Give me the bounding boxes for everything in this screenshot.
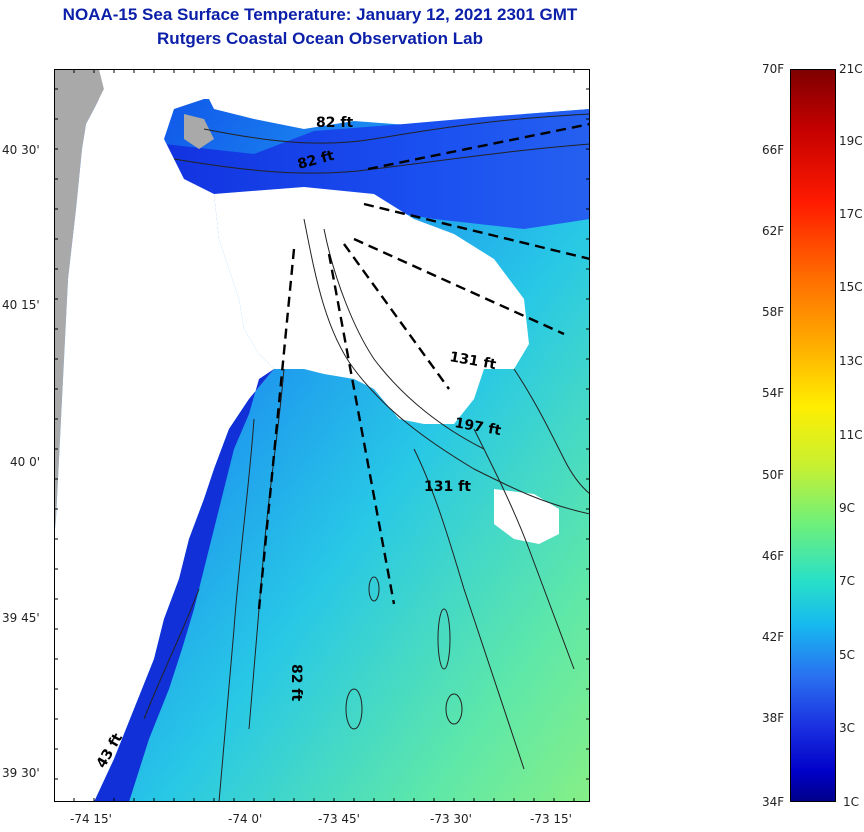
colorbar-c-label: 7C bbox=[839, 574, 856, 588]
temperature-colorbar bbox=[790, 69, 836, 802]
lon-label: -74 15' bbox=[70, 812, 112, 826]
colorbar-f-label: 46F bbox=[762, 549, 785, 563]
lat-label: 40 30' bbox=[2, 143, 40, 157]
map-title: NOAA-15 Sea Surface Temperature: January… bbox=[62, 5, 578, 24]
colorbar-c-label: 21C bbox=[839, 62, 863, 76]
colorbar-c-label: 5C bbox=[839, 648, 856, 662]
colorbar-f-label: 54F bbox=[762, 386, 785, 400]
depth-label: 82 ft bbox=[316, 115, 353, 131]
colorbar-c-label: 3C bbox=[839, 721, 856, 735]
colorbar-f-label: 50F bbox=[762, 468, 785, 482]
colorbar-c-label: 19C bbox=[839, 134, 863, 148]
coastal-mask bbox=[54, 69, 274, 802]
colorbar-c-label: 15C bbox=[839, 280, 863, 294]
lat-label: 39 45' bbox=[2, 611, 40, 625]
cold-band-coastal bbox=[94, 369, 274, 802]
colorbar-c-label: 17C bbox=[839, 207, 863, 221]
lon-label: -73 30' bbox=[430, 812, 472, 826]
colorbar-f-label: 58F bbox=[762, 305, 785, 319]
lon-label: -73 45' bbox=[318, 812, 360, 826]
colorbar-c-label: 1C bbox=[843, 795, 860, 809]
colorbar-c-label: 13C bbox=[839, 354, 863, 368]
axis-ticks bbox=[54, 69, 590, 802]
colorbar-f-label: 70F bbox=[762, 62, 785, 76]
colorbar-c-label: 9C bbox=[839, 501, 856, 515]
cloud-central bbox=[214, 187, 529, 424]
colorbar-f-label: 38F bbox=[762, 711, 785, 725]
lat-label: 39 30' bbox=[2, 766, 40, 780]
lon-label: -73 15' bbox=[530, 812, 572, 826]
lat-label: 40 15' bbox=[2, 298, 40, 312]
colorbar-f-label: 34F bbox=[762, 795, 785, 809]
colorbar-f-label: 62F bbox=[762, 224, 785, 238]
depth-label: 82 ft bbox=[288, 664, 304, 701]
depth-label: 131 ft bbox=[424, 479, 471, 495]
map-subtitle: Rutgers Coastal Ocean Observation Lab bbox=[157, 29, 483, 48]
transect-lines bbox=[257, 122, 590, 610]
land-peninsula bbox=[184, 114, 214, 149]
map-frame bbox=[54, 69, 590, 802]
cloud-upper bbox=[194, 69, 590, 129]
colorbar-c-label: 11C bbox=[839, 428, 863, 442]
lon-label: -74 0' bbox=[228, 812, 263, 826]
sst-map: 82 ft 82 ft 131 ft 197 ft 131 ft 82 ft 4… bbox=[54, 69, 590, 802]
land-nj-coast bbox=[54, 69, 104, 539]
colorbar-f-label: 66F bbox=[762, 143, 785, 157]
colorbar-f-label: 42F bbox=[762, 630, 785, 644]
lat-label: 40 0' bbox=[10, 455, 41, 469]
